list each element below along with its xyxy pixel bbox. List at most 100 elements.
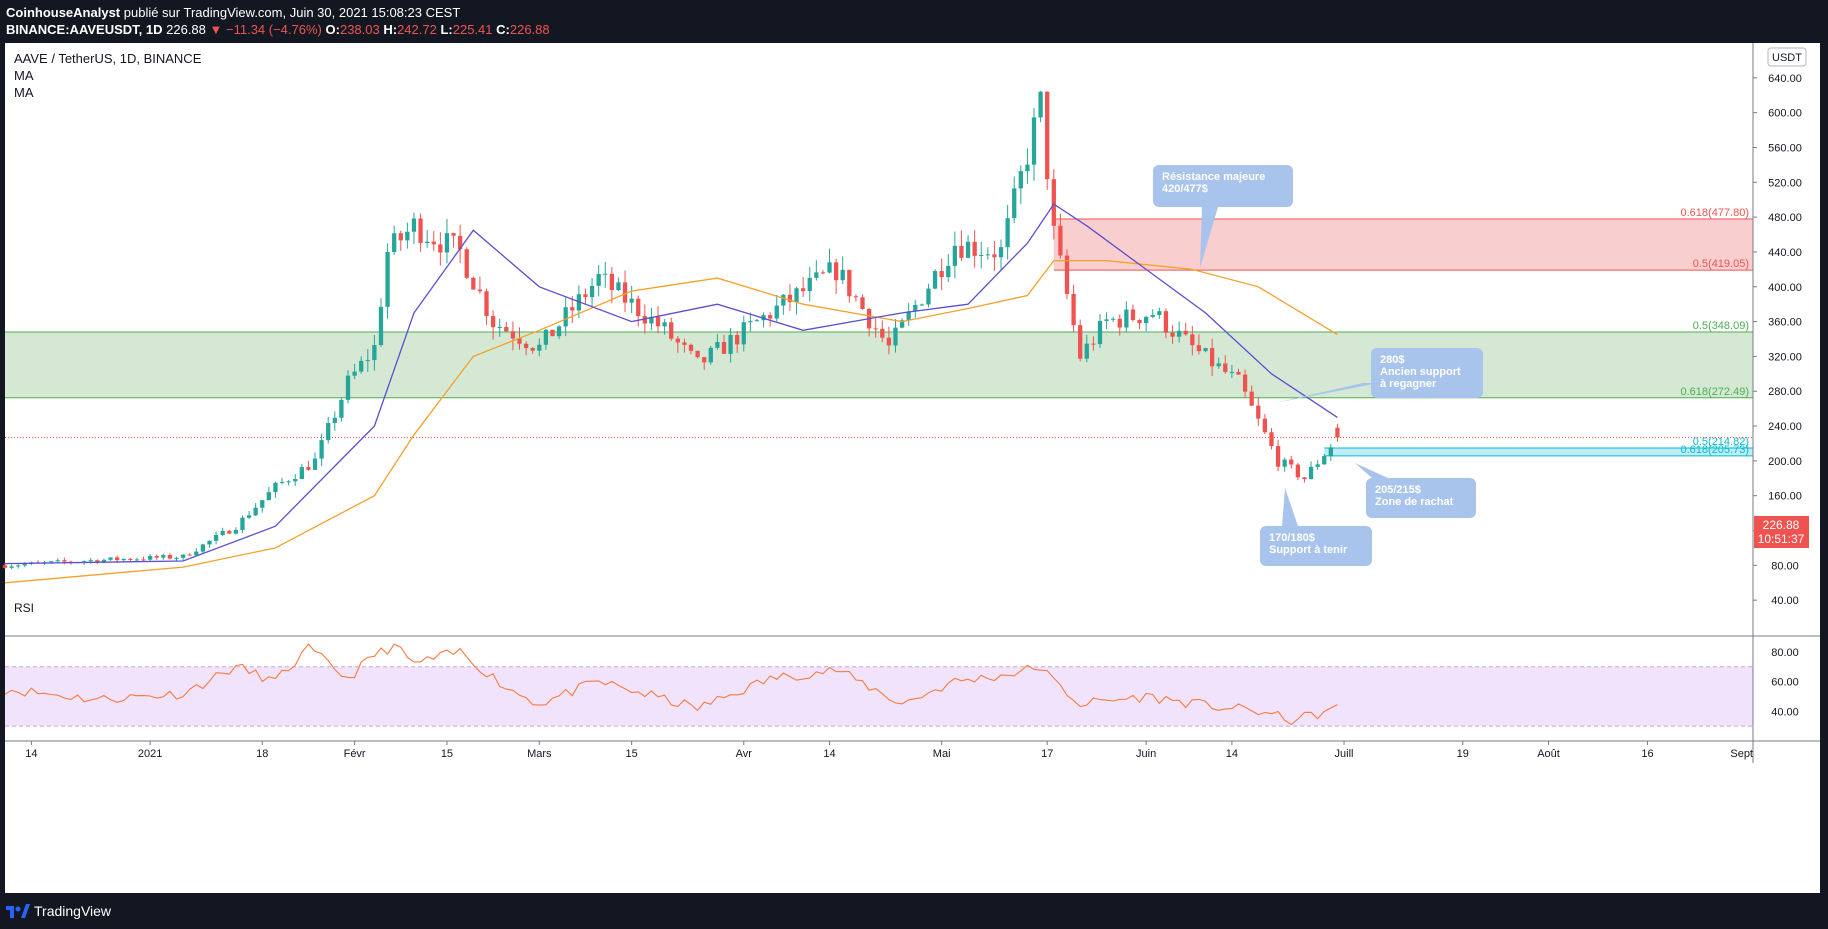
candle-body <box>497 326 502 328</box>
callout-text: 170/180$ <box>1269 532 1315 544</box>
candle-body <box>768 315 773 319</box>
candle-body <box>833 262 839 281</box>
footer-brand[interactable]: TradingView <box>34 903 112 919</box>
candle-body <box>1236 371 1241 375</box>
candle-body <box>1157 311 1162 316</box>
price-tag-timer: 10:51:37 <box>1758 532 1805 546</box>
candle-body <box>530 348 535 351</box>
legend-rsi[interactable]: RSI <box>14 601 34 615</box>
x-tick-label: Sept <box>1730 748 1753 760</box>
candle-body <box>781 294 786 306</box>
level-label: 0.5(348.09) <box>1693 320 1749 332</box>
candle-body <box>1163 311 1169 333</box>
candle-body <box>359 360 364 372</box>
candle-body <box>1051 179 1056 226</box>
level-label: 0.5(419.05) <box>1693 258 1749 270</box>
candle-body <box>319 440 324 459</box>
y-tick-label: 560.00 <box>1768 142 1802 154</box>
candle-body <box>794 288 799 303</box>
callout-text: 205/215$ <box>1375 484 1421 496</box>
candle-body <box>688 344 694 351</box>
chart-area[interactable]: 0.618(477.80) 0.5(419.05) 0.5(348.09) 0.618… <box>0 43 1828 893</box>
candle-body <box>774 305 779 319</box>
candle-body <box>372 345 377 361</box>
candle-body <box>1130 309 1136 321</box>
candle-body <box>1183 330 1188 335</box>
x-tick-label: Mai <box>933 748 951 760</box>
candle-body <box>893 327 898 346</box>
rsi-tick-label: 40.00 <box>1771 706 1799 718</box>
x-tick-label: Févr <box>344 748 366 760</box>
candle-body <box>22 564 27 566</box>
candle-body <box>589 285 595 298</box>
candle-body <box>240 517 245 530</box>
x-tick-label: 14 <box>823 748 835 760</box>
candle-body <box>735 334 740 345</box>
candle-body <box>992 254 997 258</box>
candle-body <box>814 272 819 278</box>
candle-body <box>345 375 351 400</box>
candle-body <box>873 328 878 330</box>
candle-body <box>464 249 469 278</box>
callout-pointer <box>1200 207 1218 268</box>
candle-body <box>807 277 812 292</box>
candle-body <box>1097 320 1103 345</box>
candle-body <box>62 560 67 562</box>
rsi-tick-label: 60.00 <box>1771 677 1799 689</box>
x-tick-label: Août <box>1537 748 1560 760</box>
candle-body <box>108 557 113 560</box>
candles <box>2 90 1340 570</box>
candle-body <box>563 307 568 327</box>
currency-box[interactable] <box>1767 47 1807 67</box>
x-tick-label: 14 <box>25 748 37 760</box>
legend-ma-1[interactable]: MA <box>14 68 34 83</box>
candle-body <box>985 254 990 256</box>
candle-body <box>754 320 760 322</box>
candle-body <box>1209 348 1215 367</box>
candle-body <box>952 245 958 266</box>
candle-body <box>128 558 133 560</box>
y-tick-label: 600.00 <box>1768 108 1802 120</box>
candle-body <box>82 561 87 563</box>
y-tick-label: 480.00 <box>1768 212 1802 224</box>
candle-body <box>1302 477 1307 480</box>
candle-body <box>728 334 733 354</box>
candle-body <box>1091 343 1096 345</box>
tradingview-logo-icon[interactable] <box>6 904 30 918</box>
candle-body <box>1203 348 1208 352</box>
candle-body <box>880 328 885 338</box>
y-tick-label: 640.00 <box>1768 73 1802 85</box>
callout-box <box>1366 478 1476 518</box>
candle-body <box>147 556 153 560</box>
x-tick-label: 14 <box>1226 748 1238 760</box>
callout-text: Zone de rachat <box>1375 496 1454 508</box>
candle-body <box>1176 330 1182 337</box>
candle-body <box>490 316 496 328</box>
y-tick-label: 200.00 <box>1768 456 1802 468</box>
candle-body <box>1196 345 1202 352</box>
candle-body <box>847 269 852 297</box>
candle-body <box>484 291 489 317</box>
price-tag: 226.88 10:51:37 <box>1754 516 1809 548</box>
callout-pointer <box>1275 383 1379 403</box>
candle-body <box>965 241 971 258</box>
candle-body <box>1078 325 1083 359</box>
candle-body <box>1012 188 1017 219</box>
candle-body <box>1249 391 1254 406</box>
candle-body <box>721 341 727 354</box>
candle-body <box>134 559 140 561</box>
candle-body <box>431 241 436 245</box>
callout-text: à regagner <box>1380 378 1437 390</box>
candle-body <box>1117 318 1122 328</box>
candle-body <box>669 322 674 339</box>
candle-body <box>655 316 661 327</box>
rsi-pane <box>4 635 1820 727</box>
publish-info: publié sur TradingView.com, Juin 30, 202… <box>123 5 461 20</box>
candle-body <box>167 555 173 559</box>
candle-body <box>233 529 239 534</box>
author-name[interactable]: CoinhouseAnalyst <box>6 5 121 20</box>
candle-body <box>1104 319 1109 321</box>
candle-body <box>227 530 232 534</box>
candle-body <box>101 559 107 563</box>
legend-ma-2[interactable]: MA <box>14 85 34 100</box>
